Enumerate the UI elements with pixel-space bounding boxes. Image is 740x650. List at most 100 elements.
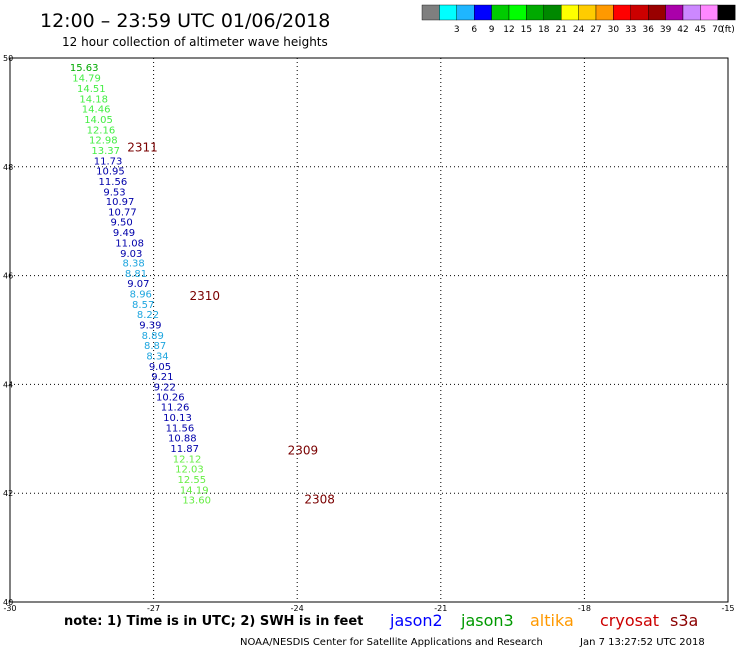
legend-swatch <box>508 4 527 21</box>
legend-label: 30 <box>608 25 620 35</box>
pass-number-labels: 2311 2310 2309 2308 <box>127 141 335 507</box>
wave-height-label: 11.08 <box>115 238 144 249</box>
legend-swatch <box>561 4 579 21</box>
wave-height-label: 11.87 <box>170 444 199 455</box>
wave-height-label: 8.87 <box>144 341 166 352</box>
legend-swatch <box>474 4 492 21</box>
wave-height-label: 10.97 <box>106 197 135 208</box>
wave-height-label: 9.03 <box>120 249 142 260</box>
wave-height-label: 11.26 <box>161 403 190 414</box>
wave-height-label: 9.39 <box>139 321 161 332</box>
legend-label: 12 <box>503 25 514 35</box>
legend-label: 6 <box>471 25 477 35</box>
legend-swatch <box>700 4 719 21</box>
longitude-tick-label: -15 <box>721 604 734 613</box>
satellite-legend: jason2 jason3 altika cryosat s3a <box>389 611 698 630</box>
satellite-name: s3a <box>670 611 698 630</box>
satellite-name: jason3 <box>460 611 514 630</box>
wave-height-label: 9.49 <box>113 228 135 239</box>
latitude-tick-label: 48 <box>3 163 13 172</box>
wave-height-label: 9.07 <box>127 279 149 290</box>
map-subtitle: 12 hour collection of altimeter wave hei… <box>62 35 328 49</box>
satellite-name: jason2 <box>389 611 443 630</box>
legend-label: 36 <box>642 25 654 35</box>
wave-height-label: 10.95 <box>96 167 125 178</box>
legend-label: 42 <box>677 25 688 35</box>
legend-swatch <box>648 4 666 21</box>
wave-height-points: 15.6314.7914.5114.1814.4614.0512.1612.98… <box>70 63 211 506</box>
wave-height-label: 9.50 <box>111 218 133 229</box>
wave-height-label: 14.05 <box>84 115 113 126</box>
wave-height-label: 9.21 <box>151 372 173 383</box>
wave-height-label: 14.46 <box>82 105 111 116</box>
wave-height-label: 12.98 <box>89 136 118 147</box>
pass-number-label: 2310 <box>190 289 221 303</box>
longitude-tick-labels: -30 -27 -24 -21 -18 -15 <box>3 604 734 613</box>
wave-height-label: 14.79 <box>72 74 101 85</box>
wave-height-label: 14.18 <box>79 94 108 105</box>
pass-number-label: 2309 <box>288 444 319 458</box>
legend-swatch <box>526 4 545 21</box>
legend-swatch <box>456 4 475 21</box>
wave-height-label: 9.05 <box>149 362 171 373</box>
wave-height-label: 8.89 <box>142 331 164 342</box>
wave-height-label: 8.34 <box>146 352 168 363</box>
legend-swatch <box>613 4 632 21</box>
legend-swatch <box>421 4 440 21</box>
wave-height-label: 9.22 <box>154 383 176 394</box>
pass-number-label: 2311 <box>127 141 158 155</box>
wave-height-label: 15.63 <box>70 63 99 74</box>
latitude-tick-label: 42 <box>3 489 13 498</box>
wave-height-label: 14.51 <box>77 84 106 95</box>
legend-label: 27 <box>590 25 601 35</box>
legend-label: 70 <box>712 25 724 35</box>
legend-unit: (ft) <box>721 25 735 35</box>
latitude-tick-label: 50 <box>3 54 13 63</box>
wave-height-label: 14.19 <box>180 485 209 496</box>
legend-label: 15 <box>521 25 532 35</box>
wave-height-label: 8.38 <box>122 259 144 270</box>
legend-swatch <box>543 4 562 21</box>
legend-swatch <box>717 4 736 21</box>
latitude-tick-label: 46 <box>3 272 13 281</box>
wave-height-label: 12.12 <box>173 454 202 465</box>
legend-swatch <box>682 4 701 21</box>
color-legend: 3 6 9 12 15 18 21 24 27 30 33 36 39 42 45 70(ft) <box>421 4 736 35</box>
generated-timestamp: Jan 7 13:27:52 UTC 2018 <box>579 637 705 648</box>
latitude-tick-label: 40 <box>3 598 13 607</box>
latitude-tick-label: 44 <box>3 380 13 389</box>
wave-height-label: 8.96 <box>130 290 152 301</box>
wave-height-label: 13.60 <box>182 496 211 507</box>
map-frame <box>9 57 729 603</box>
legend-label: 3 <box>454 25 460 35</box>
wave-height-label: 12.55 <box>178 475 207 486</box>
wave-height-label: 12.16 <box>87 125 116 136</box>
wave-height-label: 8.57 <box>132 300 154 311</box>
legend-label: 9 <box>489 25 495 35</box>
longitude-tick-label: -21 <box>434 604 447 613</box>
wave-height-label: 8.22 <box>137 310 159 321</box>
legend-swatch <box>630 4 649 21</box>
credit-text: NOAA/NESDIS Center for Satellite Applica… <box>240 637 543 648</box>
legend-label: 39 <box>660 25 672 35</box>
latitude-tick-labels: 40 42 44 46 48 50 <box>3 54 13 607</box>
legend-label: 18 <box>538 25 550 35</box>
legend-swatch <box>491 4 510 21</box>
wave-height-label: 11.56 <box>99 177 128 188</box>
wave-height-label: 9.53 <box>103 187 125 198</box>
satellite-name: cryosat <box>600 611 659 630</box>
legend-swatch <box>439 4 457 21</box>
wave-height-label: 8.81 <box>125 269 147 280</box>
wave-height-label: 10.26 <box>156 392 185 403</box>
wave-height-label: 10.77 <box>108 207 137 218</box>
legend-swatch <box>665 4 684 21</box>
legend-label: 33 <box>625 25 636 35</box>
map-title: 12:00 – 23:59 UTC 01/06/2018 <box>40 10 330 32</box>
units-note: note: 1) Time is in UTC; 2) SWH is in fe… <box>64 614 363 629</box>
legend-label: 24 <box>573 25 585 35</box>
wave-height-label: 10.88 <box>168 434 197 445</box>
wave-height-label: 11.56 <box>166 423 195 434</box>
wave-height-label: 10.13 <box>163 413 192 424</box>
legend-swatch <box>578 4 597 21</box>
